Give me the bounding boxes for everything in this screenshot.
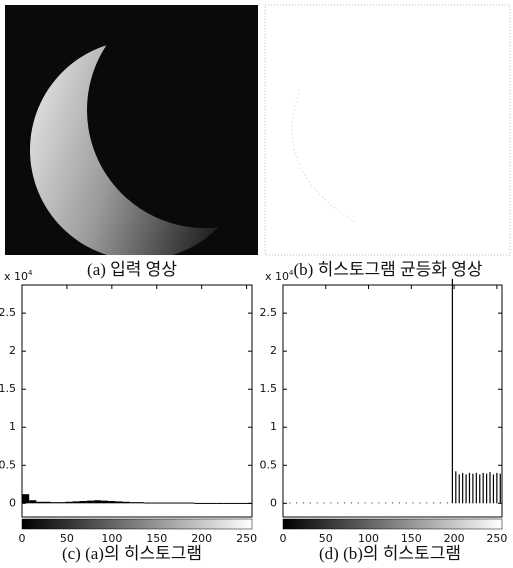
histogram-bar bbox=[129, 502, 137, 504]
y-tick-label: 1 bbox=[270, 420, 277, 433]
histogram-bar bbox=[201, 502, 209, 504]
histogram-bar bbox=[122, 501, 130, 504]
histogram-bar bbox=[79, 501, 87, 504]
histogram-bar bbox=[223, 502, 231, 504]
caption: (c) (a)의 히스토그램 bbox=[62, 544, 202, 563]
x-tick-label: 100 bbox=[358, 532, 379, 545]
y-tick-label: 2.5 bbox=[260, 306, 278, 319]
histogram-bar bbox=[137, 502, 145, 504]
histogram-bar bbox=[22, 494, 30, 504]
histogram-bar bbox=[237, 502, 245, 504]
histogram-bar bbox=[43, 501, 51, 504]
histogram-bar bbox=[115, 501, 123, 504]
histogram-chart: x 104 0 0.5 1 1.5 2 2.5 0 50 100 150 200 250 bbox=[260, 269, 508, 545]
histogram-bar bbox=[151, 502, 159, 504]
x-tick-label: 0 bbox=[280, 532, 287, 545]
multiplier-label: x 104 bbox=[4, 269, 33, 283]
x-tick-label: 150 bbox=[146, 532, 167, 545]
histogram-bar bbox=[65, 501, 73, 504]
plot-area bbox=[21, 284, 253, 518]
multiplier-base: x 10 bbox=[4, 270, 28, 283]
y-tick-label: 2.5 bbox=[0, 306, 16, 319]
x-tick-label: 250 bbox=[486, 532, 507, 545]
y-tick-label: 1 bbox=[9, 420, 16, 433]
y-tick-label: 2 bbox=[270, 344, 277, 357]
y-tick-label: 2 bbox=[9, 344, 16, 357]
multiplier-label: x 104 bbox=[265, 269, 294, 283]
histogram-bar bbox=[244, 502, 252, 504]
histogram-bar bbox=[180, 502, 188, 504]
y-tick-label: 1.5 bbox=[0, 382, 16, 395]
x-tick-label: 200 bbox=[191, 532, 212, 545]
histogram-bar bbox=[216, 502, 224, 504]
histogram-bar bbox=[165, 502, 173, 504]
y-tick-label: 1.5 bbox=[260, 382, 278, 395]
caption: (a) 입력 영상 bbox=[87, 260, 177, 279]
histogram-bar bbox=[144, 502, 152, 504]
colorbar bbox=[21, 518, 253, 530]
histogram-bar bbox=[93, 500, 102, 504]
x-tick-label: 50 bbox=[319, 532, 333, 545]
histogram-bar bbox=[86, 500, 94, 504]
x-tick-label: 0 bbox=[19, 532, 26, 545]
histogram-bar bbox=[57, 502, 66, 504]
histogram-bar bbox=[36, 501, 44, 504]
multiplier-base: x 10 bbox=[265, 270, 289, 283]
histogram-bar bbox=[187, 502, 195, 504]
histogram-bar bbox=[194, 502, 202, 504]
y-tick-label: 0 bbox=[270, 496, 277, 509]
histogram-bar bbox=[208, 502, 217, 504]
multiplier-exponent: 4 bbox=[289, 269, 294, 277]
histogram-bar bbox=[172, 502, 181, 504]
histogram-chart: x 104 0 0.5 1 1.5 2 2.5 0 50 100 150 200 250 bbox=[0, 269, 257, 545]
y-tick-label: 0 bbox=[9, 496, 16, 509]
histogram-bar bbox=[108, 501, 116, 504]
histogram-bar bbox=[230, 502, 238, 504]
colorbar bbox=[282, 518, 503, 530]
histogram-bar bbox=[101, 500, 109, 504]
x-tick-label: 200 bbox=[444, 532, 465, 545]
caption: (d) (b)의 히스토그램 bbox=[319, 544, 461, 563]
input-image bbox=[5, 5, 258, 255]
histogram-bar bbox=[29, 500, 37, 504]
x-tick-label: 250 bbox=[236, 532, 257, 545]
x-tick-label: 50 bbox=[60, 532, 74, 545]
y-tick-label: 0.5 bbox=[260, 458, 278, 471]
histogram-bar bbox=[72, 501, 80, 504]
x-tick-label: 100 bbox=[101, 532, 122, 545]
x-tick-label: 150 bbox=[401, 532, 422, 545]
caption: (b) 히스토그램 균등화 영상 bbox=[294, 260, 483, 279]
histogram-bar bbox=[50, 502, 58, 504]
histogram-bar bbox=[158, 502, 166, 504]
multiplier-exponent: 4 bbox=[28, 269, 33, 277]
y-tick-label: 0.5 bbox=[0, 458, 16, 471]
equalized-image bbox=[264, 4, 511, 256]
